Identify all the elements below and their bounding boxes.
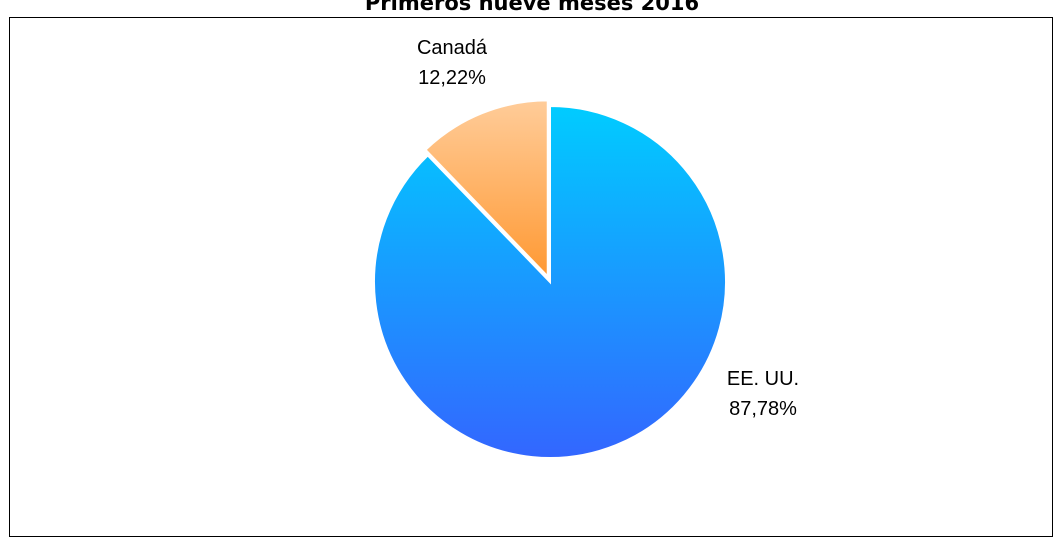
pie-slice-ee-uu: [373, 104, 727, 459]
slice-label: Canadá 12,22%: [417, 37, 488, 89]
slice-percent-label: 12,22%: [418, 67, 486, 89]
slice-category-label: EE. UU.: [727, 368, 799, 390]
slice-label: EE. UU. 87,78%: [727, 368, 799, 420]
pie-chart: EE. UU. 87,78% Canadá 12,22%: [373, 37, 799, 459]
chart-title: Primeros nueve meses 2016: [364, 0, 700, 15]
slice-percent-label: 87,78%: [729, 398, 797, 420]
pie-slice-canad: [424, 99, 549, 279]
slice-category-label: Canadá: [417, 37, 488, 59]
